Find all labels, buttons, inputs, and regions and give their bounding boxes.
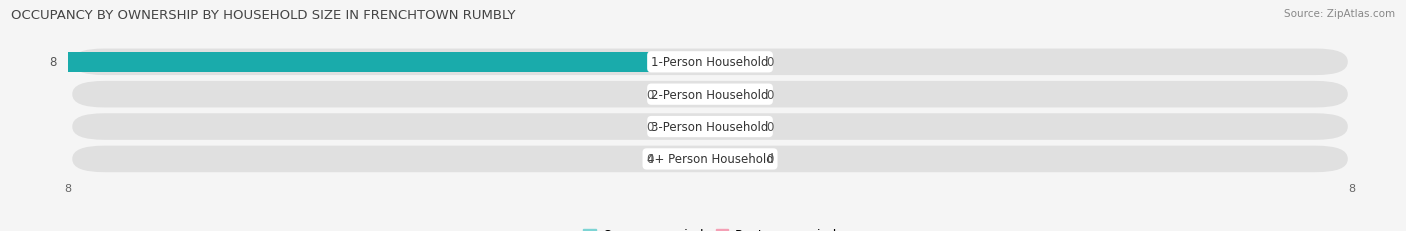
FancyBboxPatch shape [72,49,1348,76]
FancyBboxPatch shape [72,146,1348,173]
Bar [666,85,710,105]
Text: 0: 0 [647,153,654,166]
FancyBboxPatch shape [72,82,1348,108]
Text: 1-Person Household: 1-Person Household [651,56,769,69]
Bar [710,149,754,169]
Bar [710,85,754,105]
Bar [710,117,754,137]
Text: 3-Person Household: 3-Person Household [651,121,769,134]
Bar [69,52,710,73]
Text: 0: 0 [647,88,654,101]
Bar [710,52,754,73]
FancyBboxPatch shape [72,114,1348,140]
Text: OCCUPANCY BY OWNERSHIP BY HOUSEHOLD SIZE IN FRENCHTOWN RUMBLY: OCCUPANCY BY OWNERSHIP BY HOUSEHOLD SIZE… [11,9,516,22]
Text: 0: 0 [647,121,654,134]
Text: 2-Person Household: 2-Person Household [651,88,769,101]
Legend: Owner-occupied, Renter-occupied: Owner-occupied, Renter-occupied [578,223,842,231]
Text: 0: 0 [766,56,773,69]
Bar [666,117,710,137]
Bar [666,149,710,169]
Text: Source: ZipAtlas.com: Source: ZipAtlas.com [1284,9,1395,19]
Text: 4+ Person Household: 4+ Person Household [647,153,773,166]
Text: 0: 0 [766,121,773,134]
Text: 8: 8 [49,56,56,69]
Text: 0: 0 [766,153,773,166]
Text: 0: 0 [766,88,773,101]
